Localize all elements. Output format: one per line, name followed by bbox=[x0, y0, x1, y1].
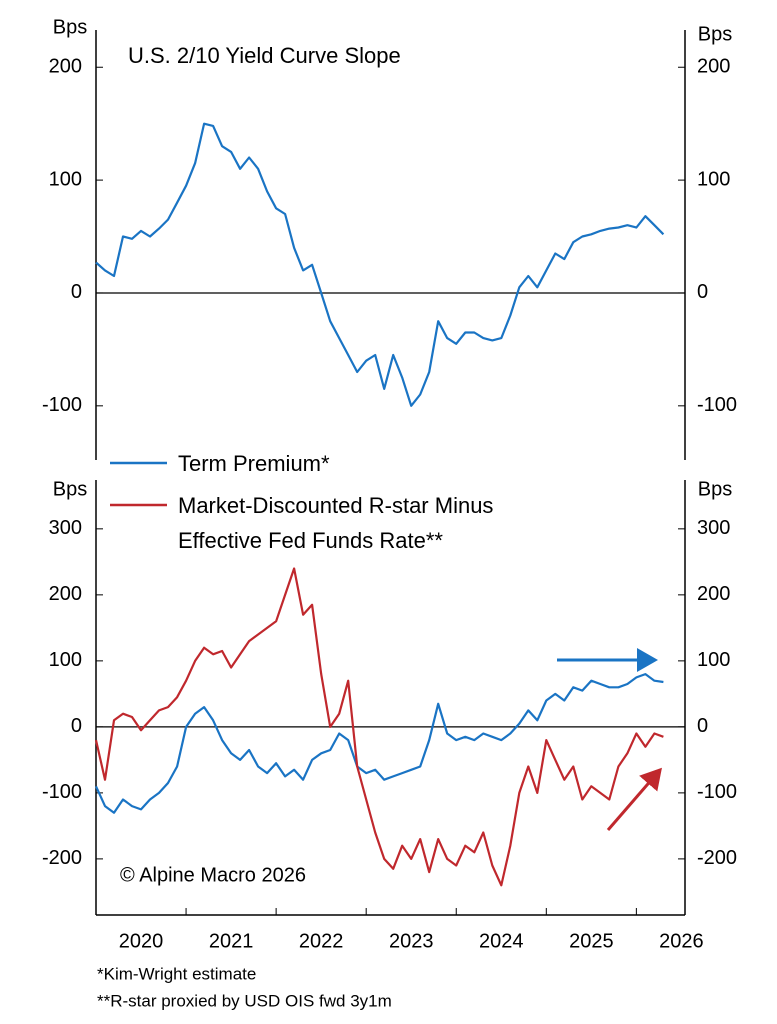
y2-tick-label: 0 bbox=[697, 715, 708, 737]
y-tick-label: 100 bbox=[49, 649, 82, 671]
y2-tick-label: 100 bbox=[697, 649, 730, 671]
data-line bbox=[94, 567, 664, 887]
footnote: *Kim-Wright estimate bbox=[97, 964, 256, 983]
y2-tick-label: -200 bbox=[697, 847, 737, 869]
y2-tick-label: 200 bbox=[697, 583, 730, 605]
y-tick-label: 300 bbox=[49, 517, 82, 539]
y2-tick-label: 200 bbox=[697, 56, 730, 78]
y-tick-label: -200 bbox=[42, 847, 82, 869]
y-tick-label: -100 bbox=[42, 781, 82, 803]
y2-tick-label: 100 bbox=[697, 168, 730, 190]
x-tick-label: 2026 bbox=[659, 930, 704, 952]
y-axis-label: Bps bbox=[53, 16, 87, 38]
annotation: © Alpine Macro 2026 bbox=[120, 864, 306, 886]
x-tick-label: 2023 bbox=[389, 930, 434, 952]
y2-axis-label: Bps bbox=[698, 478, 732, 500]
y-axis-label: Bps bbox=[53, 478, 87, 500]
x-tick-label: 2022 bbox=[299, 930, 344, 952]
chart-title: U.S. 2/10 Yield Curve Slope bbox=[128, 43, 401, 68]
legend-label: Market-Discounted R-star Minus Effective… bbox=[178, 493, 494, 553]
trend-arrow bbox=[606, 767, 662, 831]
y2-axis-label: Bps bbox=[698, 23, 732, 45]
data-line bbox=[94, 673, 664, 814]
x-tick-label: 2020 bbox=[119, 930, 164, 952]
x-tick-label: 2021 bbox=[209, 930, 254, 952]
y-tick-label: 200 bbox=[49, 56, 82, 78]
y2-tick-label: -100 bbox=[697, 394, 737, 416]
y2-tick-label: 300 bbox=[697, 517, 730, 539]
legend-label: Term Premium* bbox=[178, 451, 330, 476]
y2-tick-label: 0 bbox=[697, 281, 708, 303]
y2-tick-label: -100 bbox=[697, 781, 737, 803]
x-tick-label: 2025 bbox=[569, 930, 614, 952]
y-tick-label: 0 bbox=[71, 715, 82, 737]
x-tick-label: 2024 bbox=[479, 930, 524, 952]
y-tick-label: 0 bbox=[71, 281, 82, 303]
footnote: **R-star proxied by USD OIS fwd 3y1m bbox=[97, 991, 392, 1010]
y-tick-label: 100 bbox=[49, 168, 82, 190]
y-tick-label: 200 bbox=[49, 583, 82, 605]
data-line bbox=[95, 122, 665, 407]
y-tick-label: -100 bbox=[42, 394, 82, 416]
